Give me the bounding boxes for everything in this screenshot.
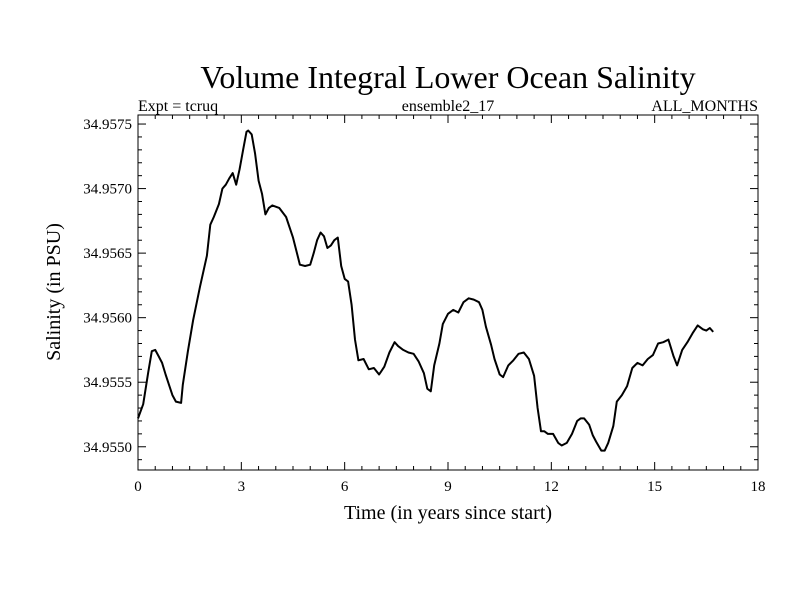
plot-frame (137, 114, 759, 471)
x-tick-label: 3 (238, 479, 246, 495)
x-tick-label: 18 (751, 479, 766, 495)
x-tick-label: 9 (444, 479, 452, 495)
x-tick-label: 0 (134, 479, 142, 495)
y-axis-label: Salinity (in PSU) (43, 223, 65, 361)
y-tick-label: 34.9550 (83, 440, 132, 456)
subtitle-experiment: Expt = tcruq (138, 98, 218, 115)
y-tick-label: 34.9575 (83, 117, 132, 133)
y-tick-label: 34.9560 (83, 311, 132, 327)
subtitle-months: ALL_MONTHS (651, 98, 758, 115)
y-tick-label: 34.9565 (83, 246, 132, 262)
chart-title: Volume Integral Lower Ocean Salinity (200, 59, 695, 95)
x-tick-label: 15 (647, 479, 662, 495)
x-tick-label: 6 (341, 479, 349, 495)
y-tick-label: 34.9555 (83, 375, 132, 391)
x-tick-label: 12 (544, 479, 559, 495)
salinity-series-line (137, 129, 714, 452)
subtitle-ensemble: ensemble2_17 (402, 98, 494, 115)
y-tick-label: 34.9570 (83, 182, 132, 198)
axis-ticks (137, 115, 759, 470)
x-axis-label: Time (in years since start) (344, 502, 552, 524)
tick-labels: 0 3 6 9 12 15 18 34.9550 34.9555 34.9560 34.9565 34… (83, 117, 765, 495)
